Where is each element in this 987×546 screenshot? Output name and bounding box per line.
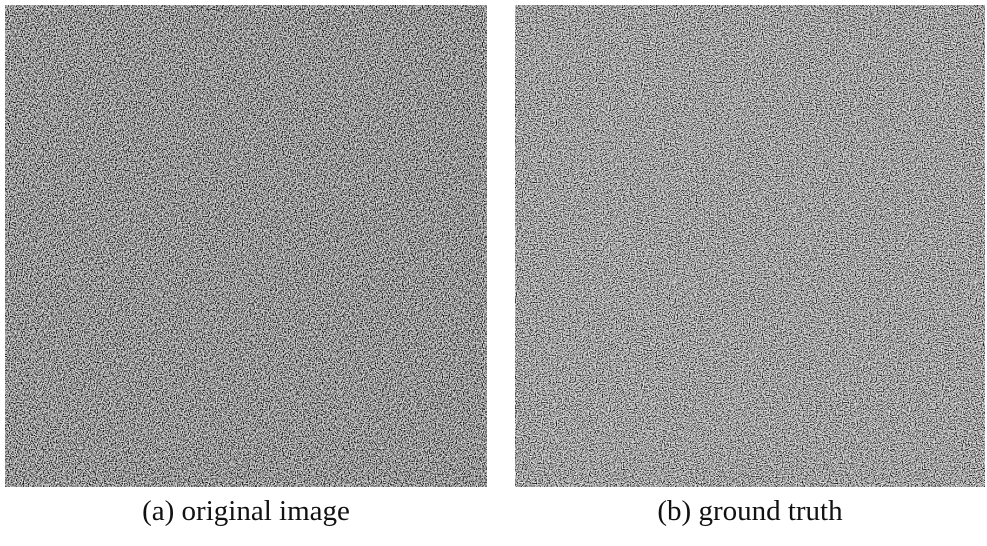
background-noise <box>515 5 985 487</box>
page: {"figure": {"panels": [{"caption": "(a) … <box>0 0 987 541</box>
caption: (b) ground truth <box>657 495 843 527</box>
caption: (a) original image <box>142 495 350 527</box>
panel-b: (b) ground truth <box>515 5 985 527</box>
background-noise <box>5 5 487 487</box>
panel-a: (a) original image <box>5 5 487 527</box>
figure: (a) original image (b) ground truth <box>0 0 987 541</box>
